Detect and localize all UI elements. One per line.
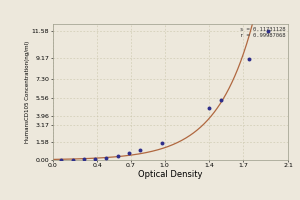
Point xyxy=(115,154,120,157)
Point xyxy=(207,106,212,109)
Point xyxy=(104,156,109,159)
Text: s = 0.11731128
r = 0.99987068: s = 0.11731128 r = 0.99987068 xyxy=(240,27,285,38)
Point xyxy=(218,98,223,101)
Point xyxy=(138,148,142,152)
Point xyxy=(160,141,165,144)
Point xyxy=(93,157,98,160)
X-axis label: Optical Density: Optical Density xyxy=(138,170,202,179)
Point xyxy=(246,57,251,60)
Point xyxy=(82,158,86,161)
Point xyxy=(126,151,131,154)
Point xyxy=(266,29,270,33)
Point xyxy=(59,158,64,162)
Y-axis label: HumansCD105 Concentration(ng/ml): HumansCD105 Concentration(ng/ml) xyxy=(25,41,30,143)
Point xyxy=(70,158,75,162)
